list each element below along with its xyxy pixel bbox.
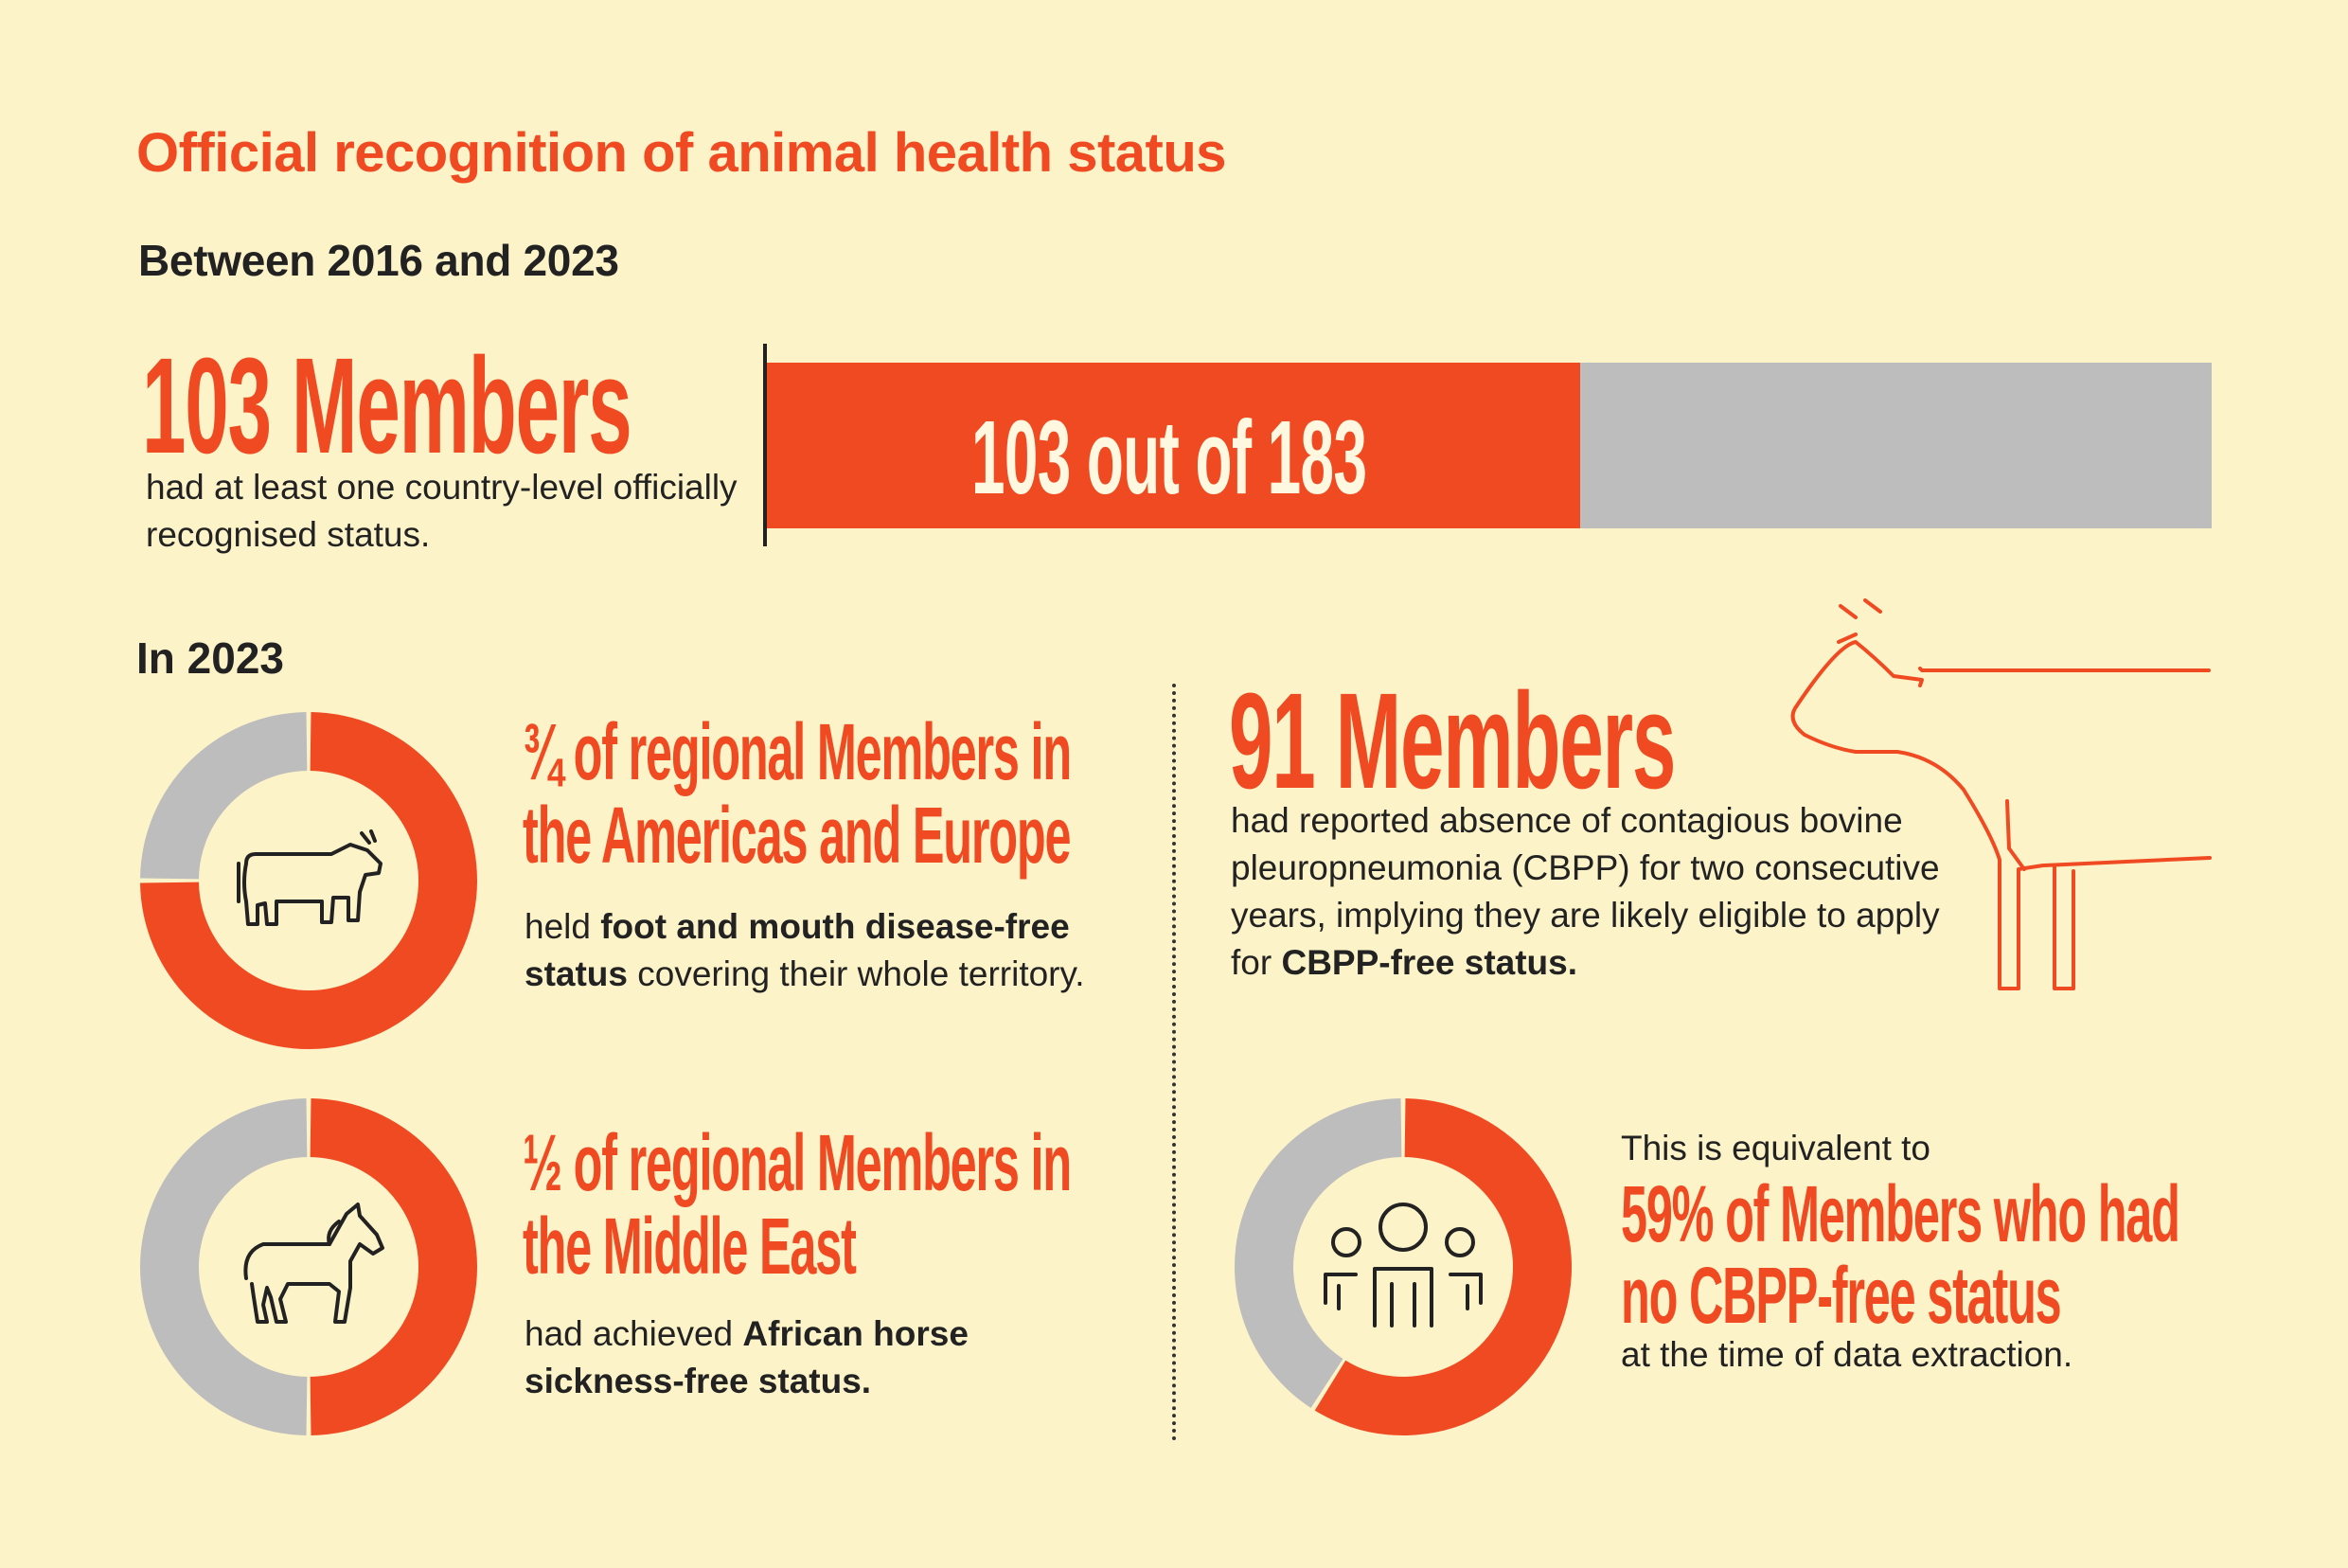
section-label: In 2023 xyxy=(136,633,284,683)
cbpp-desc-bold: CBPP-free status. xyxy=(1281,943,1577,982)
equiv-head-line2: no CBPP-free status xyxy=(1621,1251,2062,1340)
donut-slice-other xyxy=(140,712,308,880)
fmd-head-line2: the Americas and Europe xyxy=(523,791,1072,880)
headline-value: 103 Members xyxy=(142,330,632,482)
bar-axis xyxy=(763,344,767,546)
ahs-donut-chart xyxy=(140,1098,477,1435)
page-title: Official recognition of animal health st… xyxy=(136,122,1227,184)
cow-icon xyxy=(237,829,382,926)
cow-outline-icon xyxy=(1790,598,2212,990)
bar-value xyxy=(767,363,1580,528)
ahs-head-line1: ½ of regional Members in xyxy=(523,1118,1072,1207)
headline-desc: had at least one country-level officiall… xyxy=(146,468,738,554)
donut-slice-value xyxy=(140,712,477,1049)
section-divider xyxy=(1172,684,1176,1441)
equiv-desc: at the time of data extraction. xyxy=(1621,1335,2073,1374)
fmd-desc-bold: foot and mouth disease-free status xyxy=(525,907,1070,993)
ahs-desc-bold: African horse sickness-free status. xyxy=(525,1314,969,1400)
fmd-donut-chart xyxy=(140,712,477,1049)
cbpp-donut-chart xyxy=(1235,1098,1572,1435)
donut-slice-value xyxy=(1314,1098,1572,1435)
equiv-intro: This is equivalent to xyxy=(1621,1129,1931,1167)
donut-slice-value xyxy=(310,1098,477,1435)
horse-icon xyxy=(243,1203,384,1324)
bar-label: 103 out of 183 xyxy=(971,400,1367,516)
cbpp-value: 91 Members xyxy=(1229,665,1676,817)
people-icon xyxy=(1324,1203,1483,1327)
donut-slice-other xyxy=(140,1098,308,1435)
fmd-head-line1: ¾ of regional Members in xyxy=(523,707,1072,796)
ahs-desc: had achieved African horse sickness-free… xyxy=(525,1314,969,1400)
cbpp-desc: had reported absence of contagious bovin… xyxy=(1231,801,1940,982)
fmd-desc: held foot and mouth disease-free status … xyxy=(525,907,1085,993)
donut-slice-other xyxy=(1235,1098,1402,1408)
page-subtitle: Between 2016 and 2023 xyxy=(138,236,619,285)
ahs-head-line2: the Middle East xyxy=(523,1202,857,1291)
equiv-head-line1: 59% of Members who had xyxy=(1621,1169,2180,1258)
